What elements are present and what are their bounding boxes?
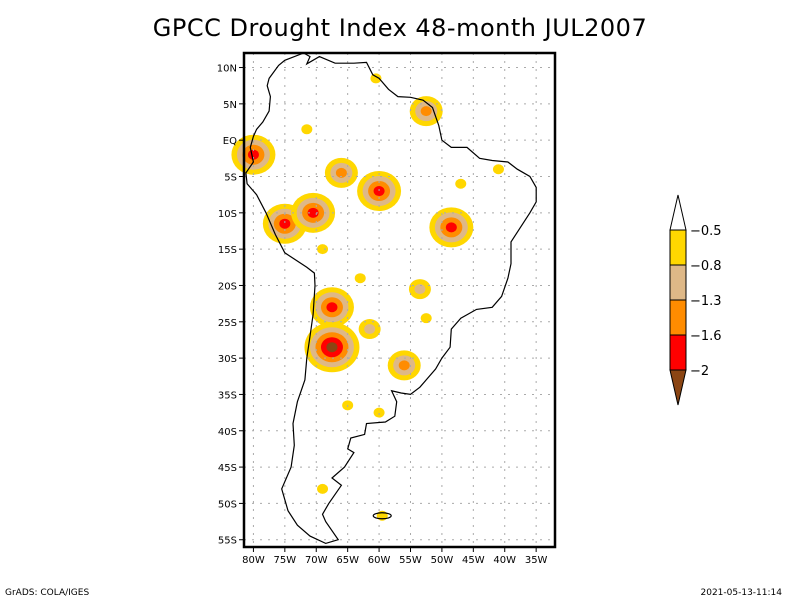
drought-area bbox=[370, 73, 382, 84]
y-tick-label: 50S bbox=[218, 499, 237, 510]
colorbar-label: −0.5 bbox=[690, 224, 722, 239]
drought-contour bbox=[335, 167, 347, 178]
drought-area bbox=[309, 287, 354, 328]
drought-area bbox=[231, 134, 276, 175]
drought-area bbox=[301, 124, 313, 135]
y-tick-label: EQ bbox=[223, 136, 237, 147]
x-tick-label: 65W bbox=[336, 555, 359, 566]
drought-contour bbox=[373, 186, 385, 197]
colorbar-legend: −0.5 −0.8 −1.3 −1.6 −2 bbox=[669, 194, 722, 406]
grid-layer bbox=[244, 53, 555, 547]
drought-contour bbox=[420, 106, 432, 117]
drought-area bbox=[409, 96, 443, 127]
x-tick-label: 50W bbox=[431, 555, 454, 566]
y-tick-label: 40S bbox=[218, 427, 237, 438]
x-axis: 80W 75W 70W 65W 60W 55W 50W 45W 40W 35W bbox=[242, 547, 548, 566]
y-tick-label: 5S bbox=[224, 173, 237, 184]
y-tick-label: 35S bbox=[218, 390, 237, 401]
colorbar-bottom-arrow bbox=[669, 369, 687, 406]
timestamp: 2021-05-13-11:14 bbox=[700, 588, 783, 598]
drought-contour bbox=[317, 483, 329, 494]
x-tick-label: 80W bbox=[242, 555, 265, 566]
drought-area bbox=[291, 192, 336, 233]
y-tick-label: 30S bbox=[218, 354, 237, 365]
drought-contour bbox=[370, 73, 382, 84]
drought-area bbox=[304, 322, 360, 373]
drought-area bbox=[387, 350, 421, 381]
drought-area bbox=[373, 407, 385, 418]
drought-area bbox=[317, 244, 329, 255]
y-tick-label: 45S bbox=[218, 463, 237, 474]
plot-frame bbox=[242, 51, 557, 549]
colorbar-segment bbox=[669, 229, 687, 266]
drought-area bbox=[455, 178, 467, 189]
y-tick-label: 15S bbox=[218, 245, 237, 256]
x-tick-label: 45W bbox=[462, 555, 485, 566]
drought-area bbox=[420, 313, 432, 324]
y-tick-label: 10N bbox=[217, 64, 237, 75]
drought-area bbox=[324, 157, 358, 188]
y-tick-label: 55S bbox=[218, 536, 237, 547]
colorbar-segment bbox=[669, 334, 687, 371]
x-tick-label: 75W bbox=[274, 555, 297, 566]
drought-area bbox=[354, 273, 366, 284]
drought-contour bbox=[492, 164, 504, 175]
south-america-coastline bbox=[245, 52, 537, 545]
drought-area bbox=[358, 319, 381, 340]
drought-area bbox=[317, 483, 329, 494]
drought-contour bbox=[445, 222, 457, 233]
drought-contour bbox=[354, 273, 366, 284]
drought-fill-layer bbox=[231, 73, 504, 521]
drought-contour bbox=[326, 342, 338, 353]
y-tick-label: 5N bbox=[223, 100, 237, 111]
drought-contour bbox=[307, 207, 319, 218]
drought-area bbox=[429, 207, 474, 248]
x-tick-label: 60W bbox=[368, 555, 391, 566]
colorbar-segment bbox=[669, 264, 687, 301]
colorbar-segment bbox=[669, 299, 687, 336]
drought-area bbox=[357, 171, 402, 212]
drought-contour bbox=[364, 324, 376, 335]
colorbar-label: −1.6 bbox=[690, 329, 722, 344]
y-tick-label: 20S bbox=[218, 281, 237, 292]
drought-contour bbox=[317, 244, 329, 255]
y-axis: 10N 5N EQ 5S 10S 15S 20S 25S 30S 35S 40S 45S 50S 55S bbox=[217, 64, 244, 547]
drought-area bbox=[492, 164, 504, 175]
colorbar-label: −1.3 bbox=[690, 294, 722, 309]
drought-contour bbox=[398, 360, 410, 371]
drought-contour bbox=[455, 178, 467, 189]
x-tick-label: 55W bbox=[399, 555, 422, 566]
x-tick-label: 35W bbox=[525, 555, 548, 566]
grads-credit: GrADS: COLA/IGES bbox=[5, 588, 90, 598]
coastline-layer bbox=[245, 52, 537, 545]
y-tick-label: 25S bbox=[218, 318, 237, 329]
drought-contour bbox=[247, 149, 259, 160]
x-tick-label: 70W bbox=[305, 555, 328, 566]
drought-area bbox=[408, 279, 431, 300]
drought-contour bbox=[420, 313, 432, 324]
x-tick-label: 40W bbox=[493, 555, 516, 566]
y-tick-label: 10S bbox=[218, 209, 237, 220]
colorbar-top-arrow bbox=[669, 194, 687, 231]
chart-title: GPCC Drought Index 48-month JUL2007 bbox=[152, 14, 648, 42]
drought-contour bbox=[326, 302, 338, 313]
colorbar-label: −0.8 bbox=[690, 259, 722, 274]
drought-contour bbox=[301, 124, 313, 135]
drought-contour bbox=[414, 284, 426, 295]
colorbar-label: −2 bbox=[690, 364, 709, 379]
drought-contour bbox=[279, 218, 291, 229]
falkland-islands bbox=[372, 512, 392, 520]
drought-contour bbox=[373, 407, 385, 418]
